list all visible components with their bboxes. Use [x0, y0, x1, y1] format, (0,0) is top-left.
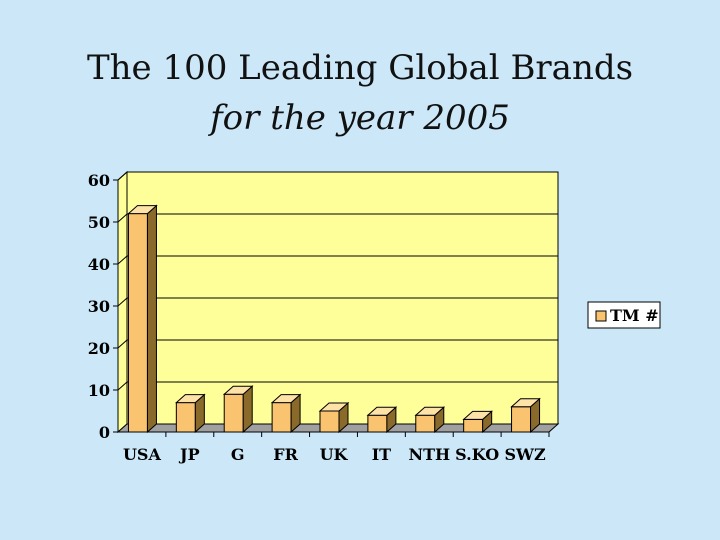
x-tick-label: NTH	[408, 445, 450, 464]
bar-top	[222, 385, 254, 395]
bar-top	[510, 398, 541, 408]
bar	[318, 401, 350, 434]
gridline-side	[117, 171, 128, 181]
y-tick-label: 40	[88, 255, 110, 274]
bar-front	[415, 414, 436, 433]
bar-front	[175, 402, 196, 433]
gridline-side	[117, 297, 128, 307]
y-tick-label: 0	[99, 423, 110, 442]
bar	[510, 397, 541, 434]
gridline-side	[117, 255, 128, 265]
legend-swatch	[595, 310, 607, 322]
bar	[366, 406, 398, 434]
x-tick-label: UK	[320, 445, 349, 464]
bar	[462, 410, 493, 434]
bar-top	[414, 406, 446, 416]
bar-front	[223, 393, 244, 433]
bar-side	[146, 204, 157, 434]
x-tick-label: G	[231, 445, 245, 464]
gridline-side	[117, 213, 128, 223]
bar	[222, 385, 254, 434]
bar-front	[271, 402, 292, 433]
bar-top	[366, 406, 398, 416]
bar-front	[127, 213, 148, 433]
bar-top	[270, 394, 302, 404]
y-tick-label: 60	[88, 171, 110, 190]
bar-top	[127, 205, 158, 215]
x-tick-label: S.KO	[455, 445, 499, 464]
x-tick-label: IT	[372, 445, 391, 464]
bar	[127, 204, 158, 434]
x-tick-label: FR	[273, 445, 298, 464]
bar-top	[175, 394, 206, 404]
bar-top	[318, 402, 350, 412]
x-tick-label: JP	[178, 445, 200, 464]
chart-subtitle: for the year 2005	[210, 98, 510, 138]
y-tick-label: 10	[88, 381, 110, 400]
bar	[175, 393, 206, 434]
y-tick-label: 30	[88, 297, 110, 316]
chart-title: The 100 Leading Global Brands	[86, 48, 634, 88]
bar-front	[511, 406, 532, 433]
bar	[414, 406, 446, 434]
bar-front	[463, 418, 484, 433]
y-tick-label: 20	[88, 339, 110, 358]
bar-front	[319, 410, 340, 433]
y-tick-label: 50	[88, 213, 110, 232]
gridline-side	[117, 381, 128, 391]
bar-top	[462, 410, 493, 420]
x-tick-label: SWZ	[504, 445, 546, 464]
x-tick-label: USA	[123, 445, 162, 464]
legend-label: TM #	[610, 306, 659, 325]
bar-front	[367, 414, 388, 433]
gridline-side	[117, 339, 128, 349]
bar	[270, 393, 302, 434]
